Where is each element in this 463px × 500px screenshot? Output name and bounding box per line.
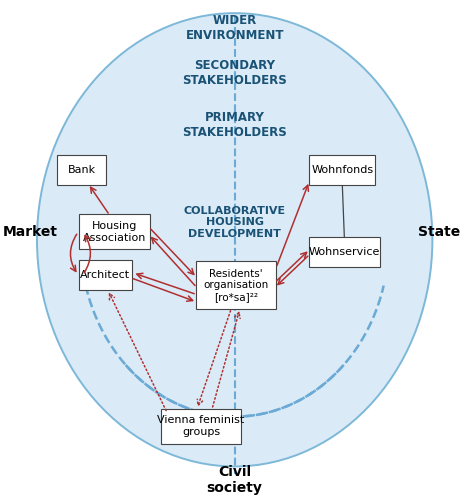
FancyBboxPatch shape [161,408,241,444]
FancyBboxPatch shape [57,154,106,184]
FancyBboxPatch shape [196,261,275,309]
FancyBboxPatch shape [79,214,150,250]
FancyBboxPatch shape [79,260,132,290]
Text: Residents'
organisation
[ro*sa]²²: Residents' organisation [ro*sa]²² [203,268,269,302]
FancyBboxPatch shape [309,154,375,184]
Text: Wohnservice: Wohnservice [309,247,380,257]
Circle shape [167,162,302,317]
Text: PRIMARY
STAKEHOLDERS: PRIMARY STAKEHOLDERS [182,111,287,139]
Text: Vienna feminist
groups: Vienna feminist groups [157,416,244,437]
Text: SECONDARY
STAKEHOLDERS: SECONDARY STAKEHOLDERS [182,59,287,87]
Text: Civil
society: Civil society [207,465,263,495]
Text: Housing
Association: Housing Association [82,221,146,242]
Circle shape [81,63,389,416]
Text: Market: Market [3,226,58,239]
Text: Architect: Architect [81,270,131,280]
Circle shape [37,13,432,466]
Text: State: State [418,226,460,239]
Text: WIDER
ENVIRONMENT: WIDER ENVIRONMENT [186,14,284,42]
Text: Wohnfonds: Wohnfonds [311,164,373,174]
Text: Bank: Bank [68,164,95,174]
Circle shape [124,113,345,367]
FancyBboxPatch shape [309,237,380,266]
Text: COLLABORATIVE
HOUSING
DEVELOPMENT: COLLABORATIVE HOUSING DEVELOPMENT [184,206,286,239]
